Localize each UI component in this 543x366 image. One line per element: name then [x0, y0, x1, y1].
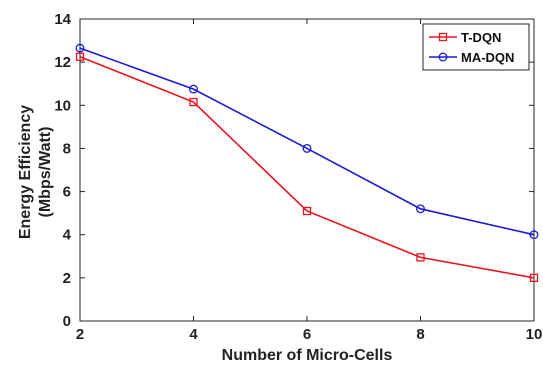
series-layer [75, 43, 539, 283]
x-tick-label: 10 [526, 326, 543, 343]
data-point-ma-dqn [302, 143, 312, 153]
data-point-t-dqn [302, 206, 312, 216]
series-line-t-dqn [79, 56, 535, 279]
y-tick-label: 8 [63, 140, 71, 157]
legend-marker-ma-dqn [438, 52, 448, 62]
y-tick-label: 2 [63, 270, 71, 287]
data-point-t-dqn [75, 52, 85, 61]
data-point-t-dqn [529, 273, 539, 283]
x-tick-label: 4 [189, 326, 198, 343]
y-axis-title-line-1: Energy Efficiency [17, 105, 34, 239]
y-tick-label: 0 [63, 313, 71, 330]
series-line-ma-dqn [79, 47, 535, 236]
x-axis-title: Number of Micro-Cells [222, 347, 393, 364]
y-tick-label: 4 [63, 227, 72, 244]
data-point-ma-dqn [75, 43, 85, 53]
data-point-ma-dqn [529, 230, 539, 240]
y-tick-label: 6 [63, 184, 71, 201]
y-tick-label: 10 [54, 97, 71, 114]
data-point-ma-dqn [416, 204, 425, 214]
legend-marker-t-dqn [438, 32, 448, 42]
legend: T-DQN MA-DQN [422, 23, 530, 71]
x-tick-label: 8 [416, 326, 424, 343]
legend-label-t-dqn: T-DQN [461, 30, 501, 45]
legend-label-ma-dqn: MA-DQN [461, 50, 514, 65]
data-point-ma-dqn [189, 84, 198, 94]
x-tick-label: 2 [76, 326, 84, 343]
y-tick-label: 14 [54, 11, 71, 28]
legend-box [422, 23, 530, 71]
y-axis-title-line-2: (Mbps/Watt) [37, 127, 54, 218]
y-tick-label: 12 [54, 54, 71, 71]
data-point-t-dqn [189, 97, 198, 107]
data-point-t-dqn [416, 253, 425, 262]
x-tick-label: 6 [303, 326, 311, 343]
